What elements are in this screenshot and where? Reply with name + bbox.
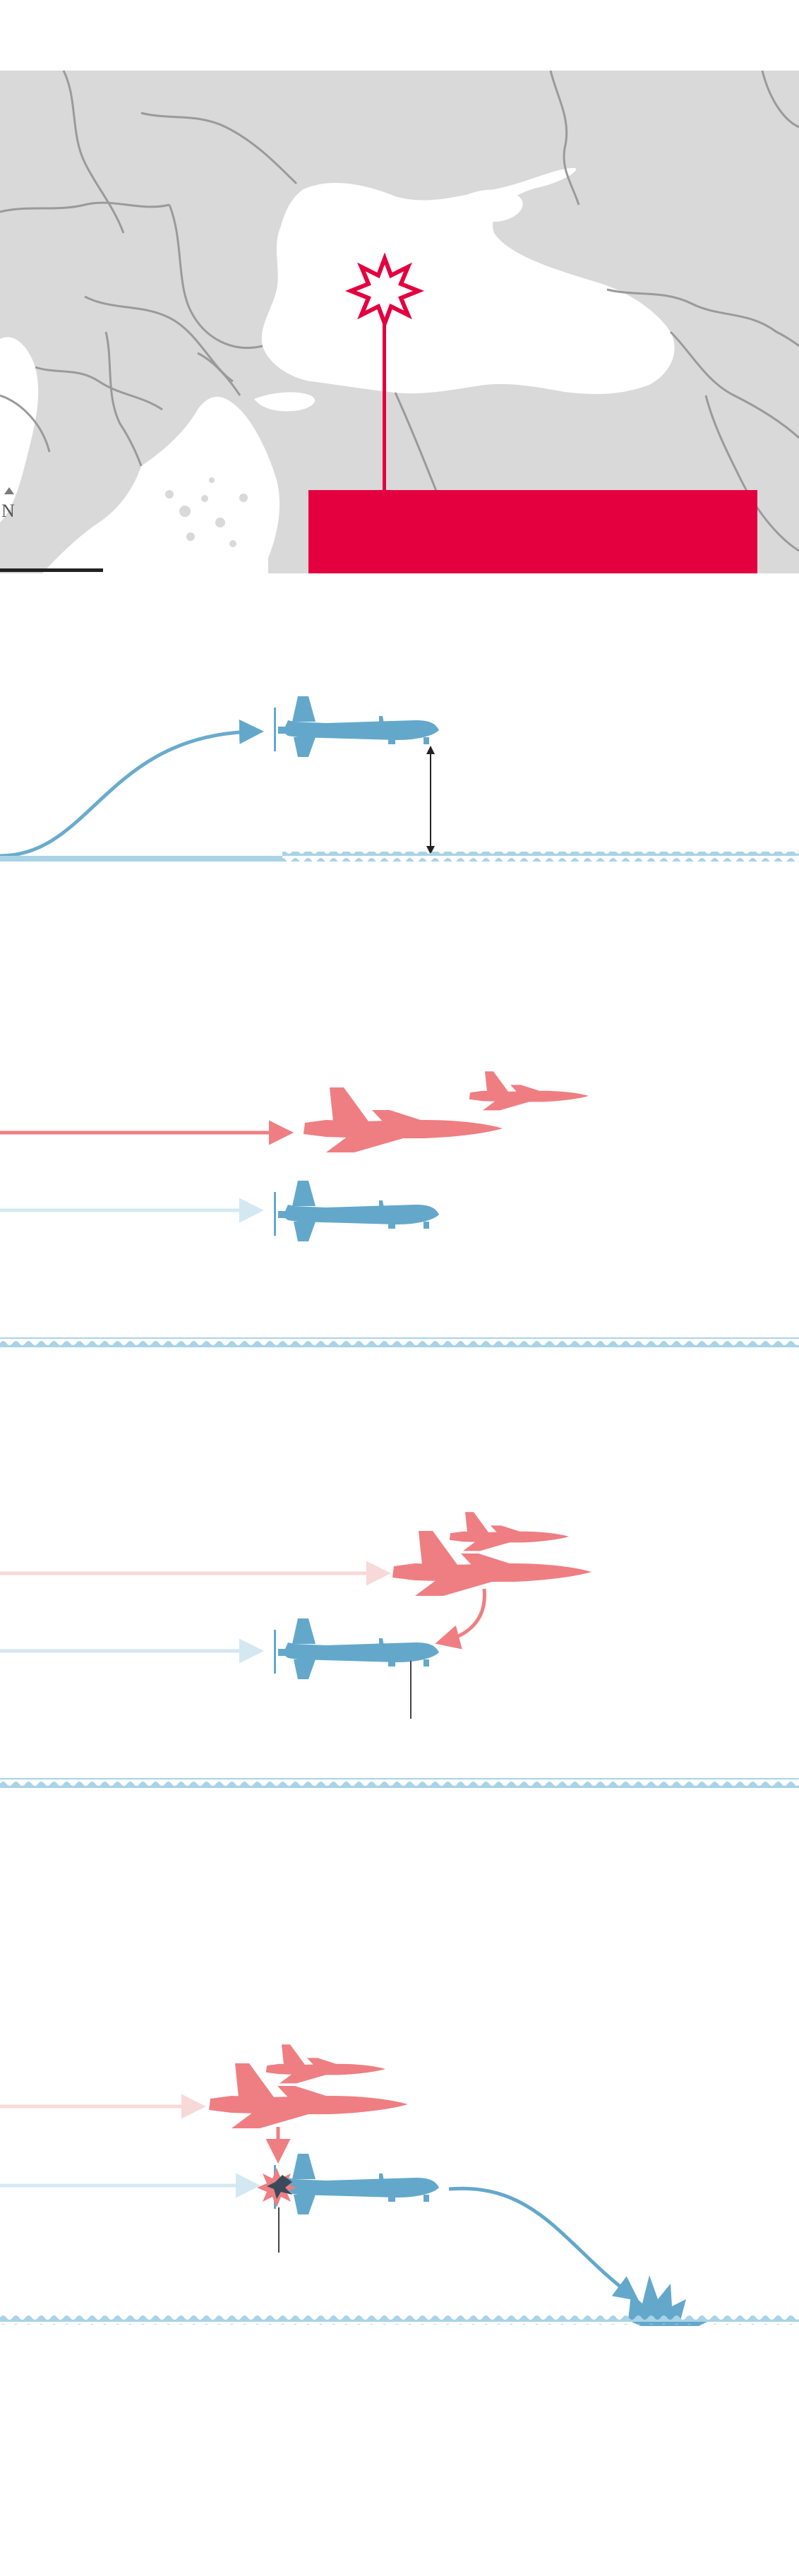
explosion-icon <box>344 252 425 330</box>
sea-surface-waves <box>0 2315 799 2325</box>
sea-surface-flat <box>0 856 282 861</box>
incident-marker <box>308 252 757 573</box>
aegean-sea <box>42 396 280 573</box>
marmara-sea <box>254 392 315 412</box>
panel-intercept <box>0 1071 799 1347</box>
propeller-damage-icon <box>267 2175 292 2199</box>
drone-climb-trail <box>0 719 264 858</box>
north-label: N <box>1 501 15 521</box>
callout-line <box>383 321 386 492</box>
reaper-drone <box>274 1618 439 1679</box>
panel-collision <box>0 2044 799 2326</box>
su27-jet-wing <box>265 2044 385 2084</box>
aegean-islands <box>165 477 248 547</box>
sea-of-azov <box>452 189 523 222</box>
scale-bar <box>0 568 103 572</box>
panel-takeoff <box>0 696 799 861</box>
country-borders <box>0 70 799 552</box>
sea-surface-waves <box>282 852 799 861</box>
su27-jet-wing <box>449 1512 569 1551</box>
panel-fuel-dump <box>0 1512 799 1788</box>
jet-descent-arrow <box>435 1588 486 1650</box>
locator-map: N <box>0 70 799 573</box>
sea-surface-waves <box>0 1778 799 1788</box>
adriatic-sea <box>0 337 39 523</box>
callout-box <box>308 490 757 573</box>
reaper-drone <box>274 696 439 757</box>
reaper-drone <box>274 2154 439 2214</box>
north-arrow: N <box>1 487 15 521</box>
su27-jet-wing <box>469 1071 589 1111</box>
drone-crash-trail <box>448 2186 639 2301</box>
reaper-drone <box>274 1181 439 1241</box>
north-arrow-icon <box>4 487 14 494</box>
sea-surface-waves <box>0 1337 799 1347</box>
splash-icon <box>628 2275 710 2326</box>
black-sea <box>261 167 675 394</box>
